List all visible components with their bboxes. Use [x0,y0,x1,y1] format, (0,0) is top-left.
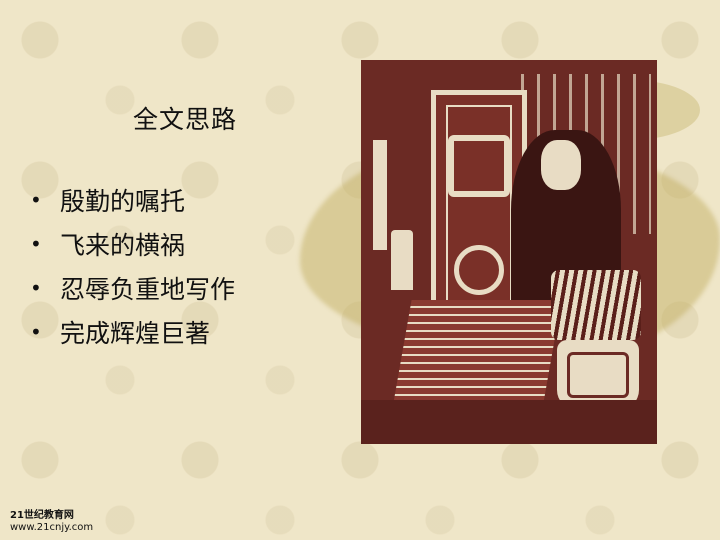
bullet-text: 忍辱负重地写作 [60,275,236,304]
illustration-sima-qian-writing [361,60,657,444]
bullet-text: 完成辉煌巨著 [60,319,211,348]
illustration-bamboo-slips [551,270,641,340]
illustration-floor [361,400,657,444]
watermark-line1: 21世纪教育网 [10,510,74,521]
bullet-text: 殷勤的嘱托 [60,187,186,216]
bullet-list: • 殷勤的嘱托 • 飞来的横祸 • 忍辱负重地写作 • 完成辉煌巨著 [30,178,235,354]
watermark-line2: www.21cnjy.com [10,522,94,533]
illustration-bronze-vessel [557,340,639,410]
bullet-item: • 完成辉煌巨著 [30,310,235,354]
bullet-dot-icon: • [30,188,42,212]
illustration-lamp [391,230,413,290]
watermark-logo: 21世纪教育网 www.21cnjy.com [10,510,93,534]
bullet-dot-icon: • [30,320,42,344]
bullet-dot-icon: • [30,276,42,300]
bullet-text: 飞来的横祸 [60,231,186,260]
illustration-seal-character [448,135,510,197]
bullet-dot-icon: • [30,232,42,256]
illustration-seal-character [454,245,504,295]
bullet-item: • 殷勤的嘱托 [30,178,235,222]
illustration-scholar-face [541,140,581,190]
bullet-item: • 忍辱负重地写作 [30,266,235,310]
slide-title: 全文思路 [133,105,238,134]
bullet-item: • 飞来的横祸 [30,222,235,266]
illustration-pillar [373,140,387,250]
